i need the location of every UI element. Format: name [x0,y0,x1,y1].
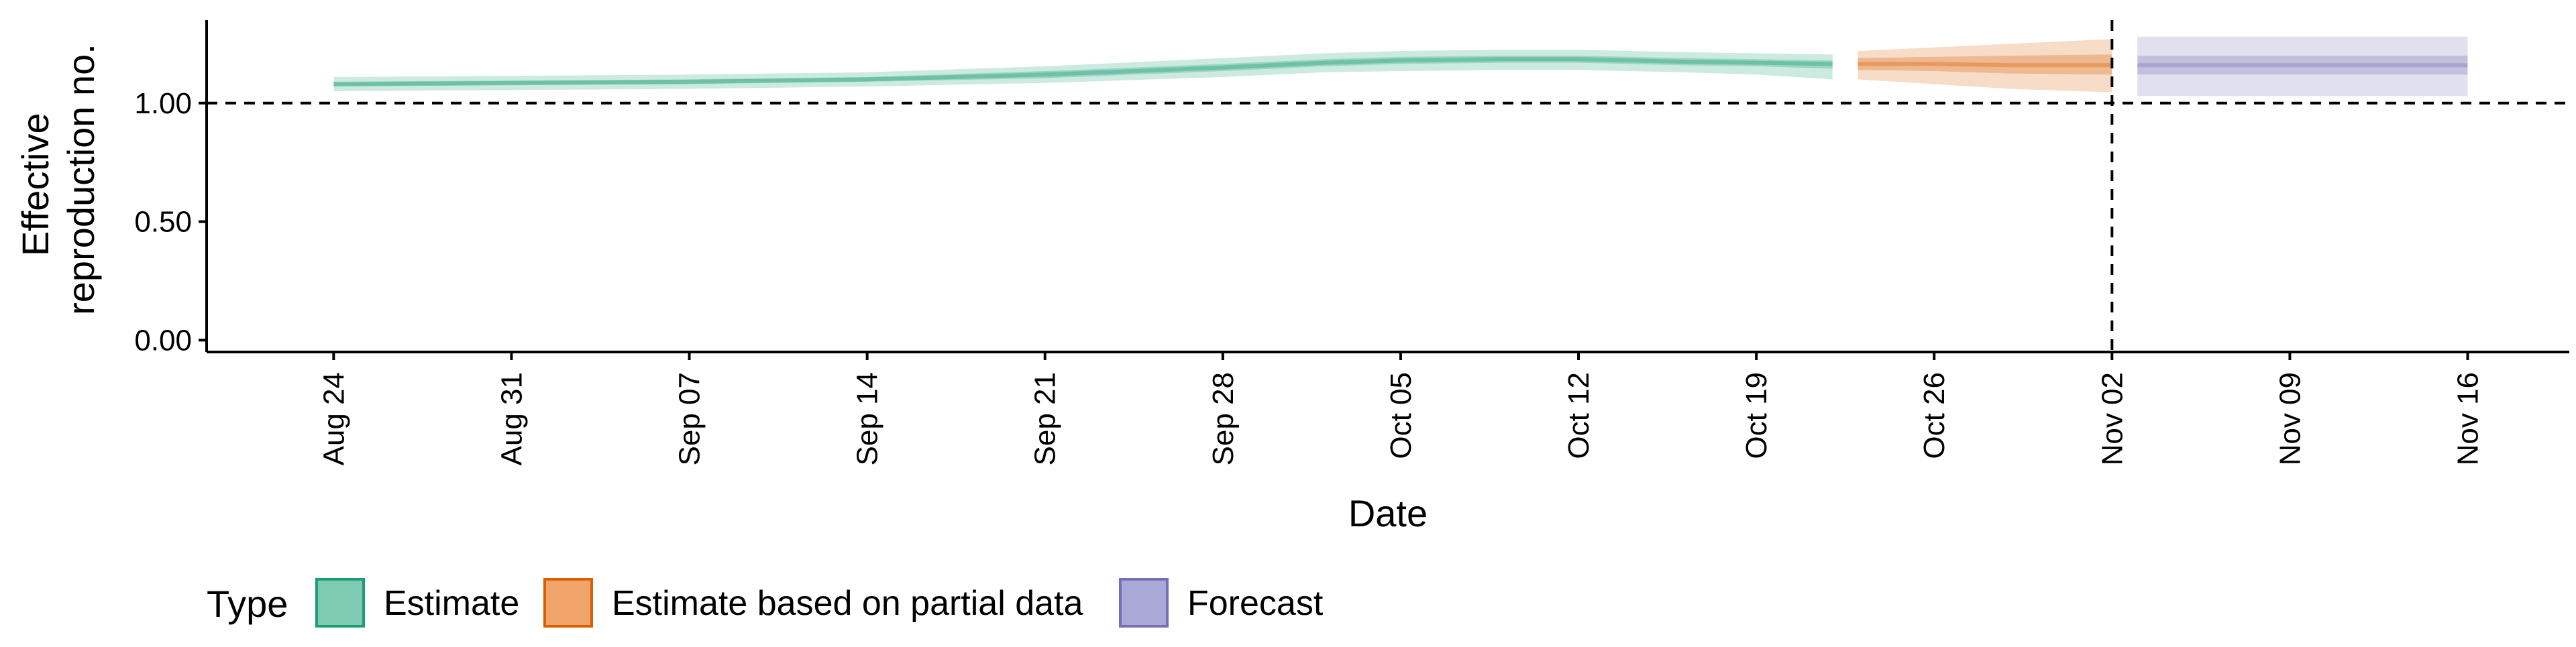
x-tick-label: Nov 16 [2452,372,2485,465]
x-tick-label: Oct 12 [1562,372,1595,459]
median-line-0 [333,57,1833,86]
x-tick-label: Sep 21 [1029,372,1062,465]
series-0 [333,50,1833,92]
series-bands [333,36,2468,97]
y-tick-label: 0.50 [134,206,192,239]
legend-label-0: Estimate [384,584,519,623]
band-50-2 [2137,56,2468,75]
x-tick-label: Sep 07 [674,372,706,465]
series-1 [1858,39,2112,93]
y-axis-title: Effective reproduction no. [14,44,102,315]
legend-swatch-2 [1119,578,1169,628]
x-tick-label: Sep 28 [1207,372,1240,465]
band-90-1 [1858,39,2112,93]
x-tick-label: Nov 02 [2096,372,2129,465]
legend-title: Type [207,583,288,625]
series-2 [2137,36,2468,97]
legend-label-1: Estimate based on partial data [612,584,1083,623]
y-tick-label: 1.00 [134,87,192,120]
x-axis-ticks: Aug 24 Aug 31 Sep 07 Sep 14 Sep 21 Sep 28 Oct … [317,352,2485,465]
x-tick-label: Oct 26 [1918,372,1951,459]
y-tick-label: 0.00 [134,324,192,357]
legend-label-2: Forecast [1187,584,1324,623]
band-90-2 [2137,36,2468,97]
median-line-1 [1858,62,2112,68]
y-axis-title-line-1: Effective [14,113,56,256]
legend-swatch-1 [543,578,593,628]
x-tick-label: Nov 09 [2273,372,2306,465]
legend: Type Estimate Estimate based on partial d… [207,578,1324,628]
axes: 0.00 0.50 1.00 Aug 24 Aug 31 Sep 07 Sep 14 Sep… [134,20,2569,465]
x-tick-label: Aug 24 [317,372,350,465]
band-90-0 [333,50,1833,92]
x-tick-label: Oct 19 [1740,372,1773,459]
x-tick-label: Aug 31 [496,372,529,465]
y-axis-ticks: 0.00 0.50 1.00 [134,87,207,357]
band-50-1 [1858,54,2112,75]
x-tick-label: Oct 05 [1385,372,1417,459]
x-tick-label: Sep 14 [851,372,884,465]
y-axis-title-line-2: reproduction no. [60,44,102,315]
legend-swatch-0 [315,578,365,628]
band-50-0 [333,56,1833,86]
x-axis-title: Date [1348,492,1428,534]
